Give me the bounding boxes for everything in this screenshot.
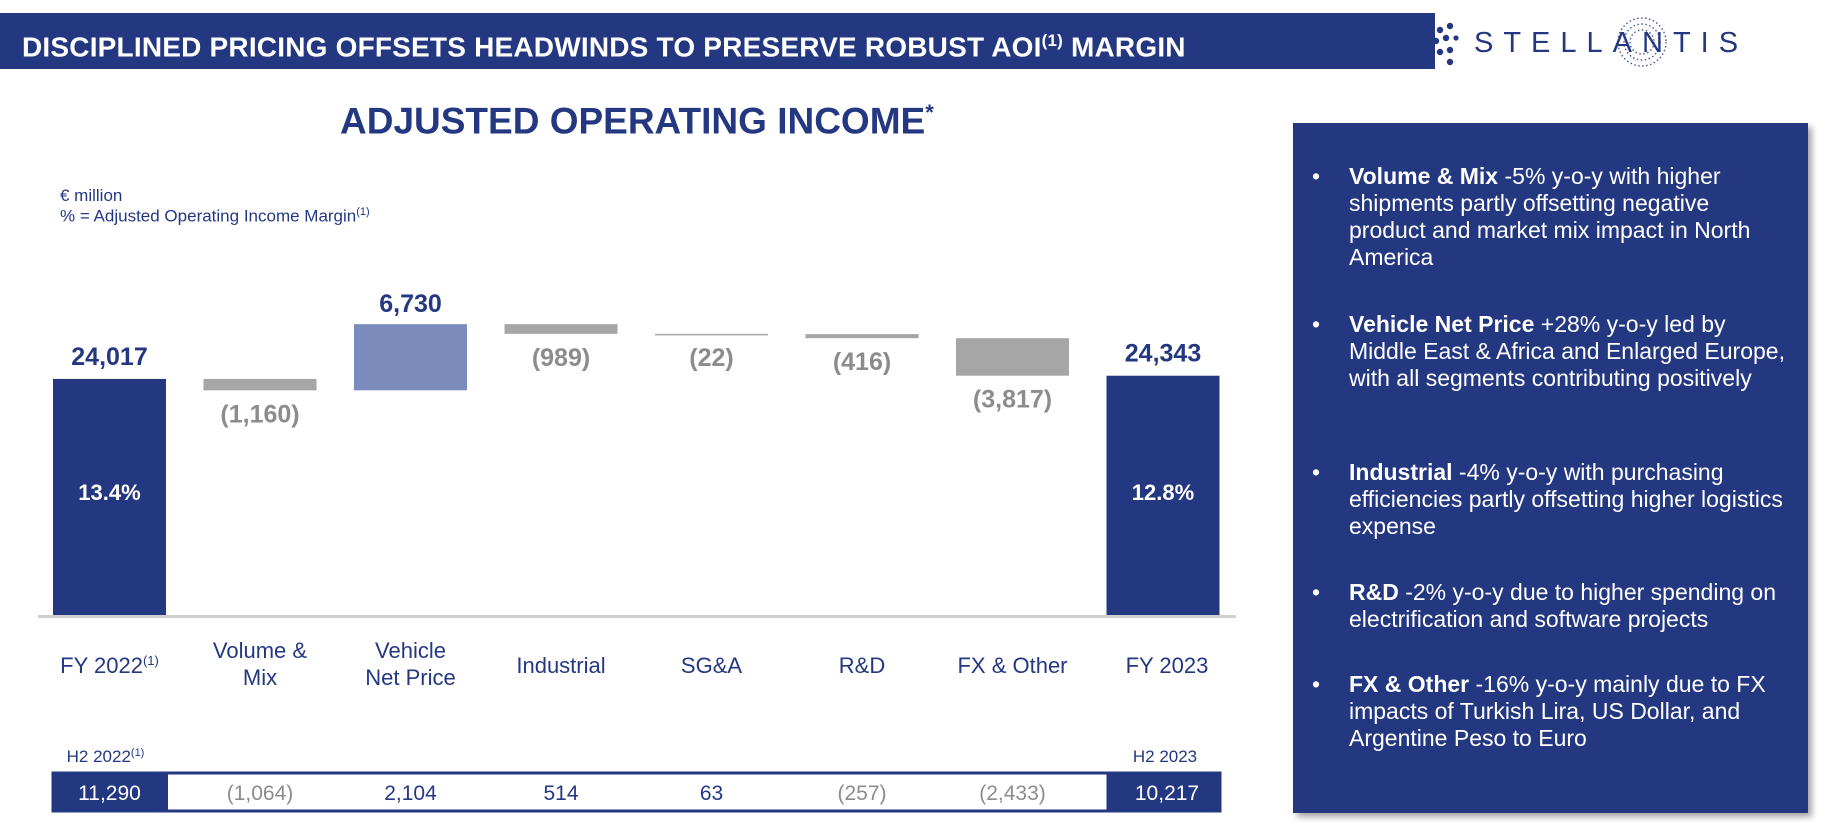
commentary-item-text: -5% y-o-y with higher shipments partly o… — [1349, 163, 1751, 270]
waterfall-bar — [504, 324, 618, 334]
h2-value: 63 — [700, 782, 723, 805]
h2-value: (257) — [837, 782, 886, 805]
data-label: (416) — [833, 348, 891, 376]
tick-label: FY 2022(1) — [60, 653, 159, 678]
tick-label: Vehicle Net Price — [365, 638, 455, 690]
data-label: (1,160) — [220, 400, 299, 428]
commentary-item-volume-mix: Volume & Mix -5% y-o-y with higher shipm… — [1312, 163, 1789, 271]
data-label: (22) — [689, 344, 733, 372]
tick-label: FY 2023 — [1126, 653, 1209, 678]
commentary-item-fx-other: FX & Other -16% y-o-y mainly due to FX i… — [1312, 671, 1789, 752]
commentary-item-title: R&D — [1349, 579, 1399, 605]
waterfall-bar — [655, 333, 768, 336]
commentary-item-text: -2% y-o-y due to higher spending on elec… — [1349, 579, 1777, 632]
margin-note: % = Adjusted Operating Income Margin(1) — [60, 206, 370, 227]
logo-wordmark: STELLANTIS — [1474, 27, 1748, 59]
data-label: 24,343 — [1125, 340, 1201, 368]
data-label: 6,730 — [379, 290, 442, 318]
h2-table-row — [51, 771, 1222, 813]
page-title-footnote: (1) — [1041, 31, 1063, 50]
margin-label: 13.4% — [78, 480, 140, 505]
waterfall-bar — [53, 378, 166, 615]
waterfall-chart: 24,017 (1,160) 6,730 (989) (22) (416) (3,817) 2… — [38, 290, 1236, 813]
margin-label: 12.8% — [1132, 480, 1194, 505]
commentary-item-industrial: Industrial -4% y-o-y with purchasing eff… — [1312, 459, 1789, 540]
h2-value: 514 — [543, 782, 578, 805]
tick-label: Industrial — [516, 653, 605, 678]
waterfall-bar — [1106, 375, 1220, 615]
data-label: (989) — [532, 344, 590, 372]
commentary-item-text: -16% y-o-y mainly due to FX impacts of T… — [1349, 671, 1766, 751]
h2-cell-end — [1106, 773, 1220, 811]
waterfall-bar — [805, 334, 919, 339]
page-title-end: MARGIN — [1070, 31, 1186, 63]
tick-label: Volume & Mix — [213, 638, 307, 690]
commentary-panel: Volume & Mix -5% y-o-y with higher shipm… — [1293, 123, 1808, 813]
data-label: 24,017 — [71, 343, 147, 371]
commentary-item-title: Industrial — [1349, 459, 1453, 485]
h2-cell-start — [53, 773, 168, 811]
h2-value: 11,290 — [78, 782, 141, 805]
commentary-item-text: +28% y-o-y led by Middle East & Africa a… — [1349, 311, 1785, 391]
waterfall-bar — [203, 378, 317, 391]
margin-note-footnote: (1) — [356, 206, 370, 218]
chart-title-text: ADJUSTED OPERATING INCOME — [340, 100, 926, 142]
commentary-item-text: -4% y-o-y with purchasing efficiencies p… — [1349, 459, 1783, 539]
h2-value: 10,217 — [1135, 782, 1199, 805]
tick-label: SG&A — [681, 653, 742, 678]
commentary-item-title: Volume & Mix — [1349, 163, 1499, 189]
h2-value: 2,104 — [384, 782, 437, 805]
stellantis-logo: STELLANTIS — [1432, 17, 1748, 67]
page-title-text: DISCIPLINED PRICING OFFSETS HEADWINDS TO… — [22, 31, 1042, 63]
chart-title: ADJUSTED OPERATING INCOME* — [340, 100, 934, 142]
tick-label: R&D — [839, 653, 885, 678]
tick-label: FX & Other — [957, 653, 1067, 678]
waterfall-bar — [956, 338, 1069, 376]
h2-left-label: H2 2022(1) — [67, 747, 145, 766]
data-label: (3,817) — [973, 386, 1052, 414]
commentary-item-title: Vehicle Net Price — [1349, 311, 1535, 337]
h2-right-label: H2 2023 — [1133, 747, 1197, 766]
waterfall-bar — [354, 324, 467, 391]
header-bar — [0, 13, 1435, 69]
chart-title-asterisk: * — [925, 100, 934, 125]
h2-value: (1,064) — [227, 782, 294, 805]
margin-note-text: % = Adjusted Operating Income Margin — [60, 206, 357, 226]
unit-label: € million — [60, 186, 123, 205]
page-title: DISCIPLINED PRICING OFFSETS HEADWINDS TO… — [22, 13, 1186, 75]
commentary-item-vehicle-net-price: Vehicle Net Price +28% y-o-y led by Midd… — [1312, 311, 1789, 392]
h2-value: (2,433) — [979, 782, 1046, 805]
commentary-item-title: FX & Other — [1349, 671, 1470, 697]
commentary-item-rd: R&D -2% y-o-y due to higher spending on … — [1312, 579, 1789, 633]
